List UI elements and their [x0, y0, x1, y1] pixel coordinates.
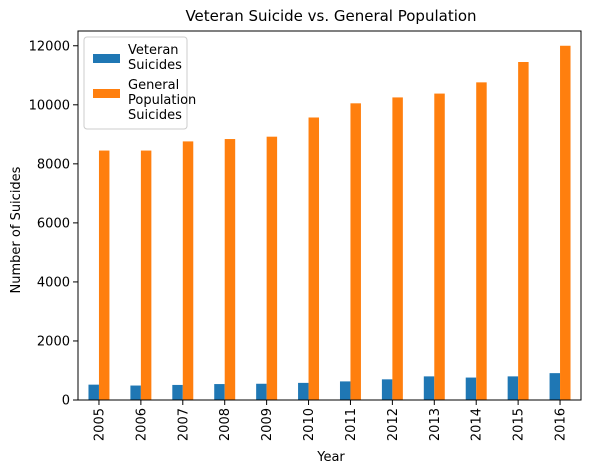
bar-general-2008: [224, 139, 236, 401]
plot-frame: [77, 30, 582, 401]
y-tick-label: 0: [62, 394, 70, 409]
y-tick-label: 4000: [37, 275, 70, 290]
bar-general-2006: [140, 150, 152, 400]
bar-veteran-2012: [381, 379, 393, 400]
bar-veteran-2005: [88, 384, 99, 400]
bar-veteran-2007: [172, 384, 183, 400]
legend-label-general: Suicides: [128, 108, 182, 123]
bar-general-2011: [350, 103, 361, 400]
y-tick-label: 6000: [37, 216, 70, 231]
bar-veteran-2015: [507, 376, 519, 400]
bar-veteran-2014: [465, 377, 477, 400]
x-tick-label: 2010: [302, 408, 317, 441]
bar-general-2005: [98, 150, 110, 400]
x-tick-label: 2015: [512, 408, 527, 441]
bar-veteran-2006: [130, 385, 141, 400]
legend-label-general: General: [128, 78, 179, 93]
x-axis-label: Year: [316, 450, 345, 465]
x-tick-label: 2008: [218, 408, 233, 441]
x-tick-label: 2006: [134, 408, 149, 441]
legend-swatch-general: [93, 89, 120, 98]
bar-veteran-2013: [423, 376, 435, 400]
x-tick-label: 2014: [470, 408, 485, 441]
x-tick-label: 2016: [554, 408, 569, 441]
x-tick-label: 2009: [260, 408, 275, 441]
legend-label-veteran: Veteran: [128, 43, 179, 58]
bar-veteran-2009: [256, 383, 267, 400]
plot-area: 0 2000 4000 6000 8000 10000 12000 2005 2006 2007 2…: [29, 30, 582, 441]
bar-general-2009: [266, 136, 278, 400]
bar-veteran-2008: [214, 384, 225, 400]
y-tick-label: 8000: [37, 157, 70, 172]
y-axis-label: Number of Suicides: [9, 166, 24, 293]
x-tick-label: 2011: [344, 408, 359, 441]
bar-general-2007: [182, 141, 194, 400]
bar-general-2016: [560, 45, 571, 400]
y-tick-label: 12000: [29, 39, 70, 54]
bar-general-2010: [308, 117, 320, 401]
bar-general-2012: [392, 97, 403, 401]
bar-general-2013: [434, 93, 445, 400]
legend-label-veteran: Suicides: [128, 58, 182, 73]
bar-veteran-2010: [298, 382, 309, 400]
x-tick-label: 2013: [428, 408, 443, 441]
chart-title: Veteran Suicide vs. General Population: [185, 7, 476, 25]
x-tick-label: 2007: [176, 408, 191, 441]
bar-general-2014: [476, 82, 487, 401]
bar-veteran-2011: [339, 381, 351, 400]
bar-veteran-2016: [549, 373, 561, 400]
y-tick-label: 10000: [29, 98, 70, 113]
bar-general-2015: [518, 62, 529, 400]
legend-swatch-veteran: [93, 54, 120, 63]
y-tick-label: 2000: [37, 334, 70, 349]
x-tick-label: 2005: [92, 408, 107, 441]
x-tick-label: 2012: [386, 408, 401, 441]
legend-label-general: Population: [128, 93, 196, 108]
